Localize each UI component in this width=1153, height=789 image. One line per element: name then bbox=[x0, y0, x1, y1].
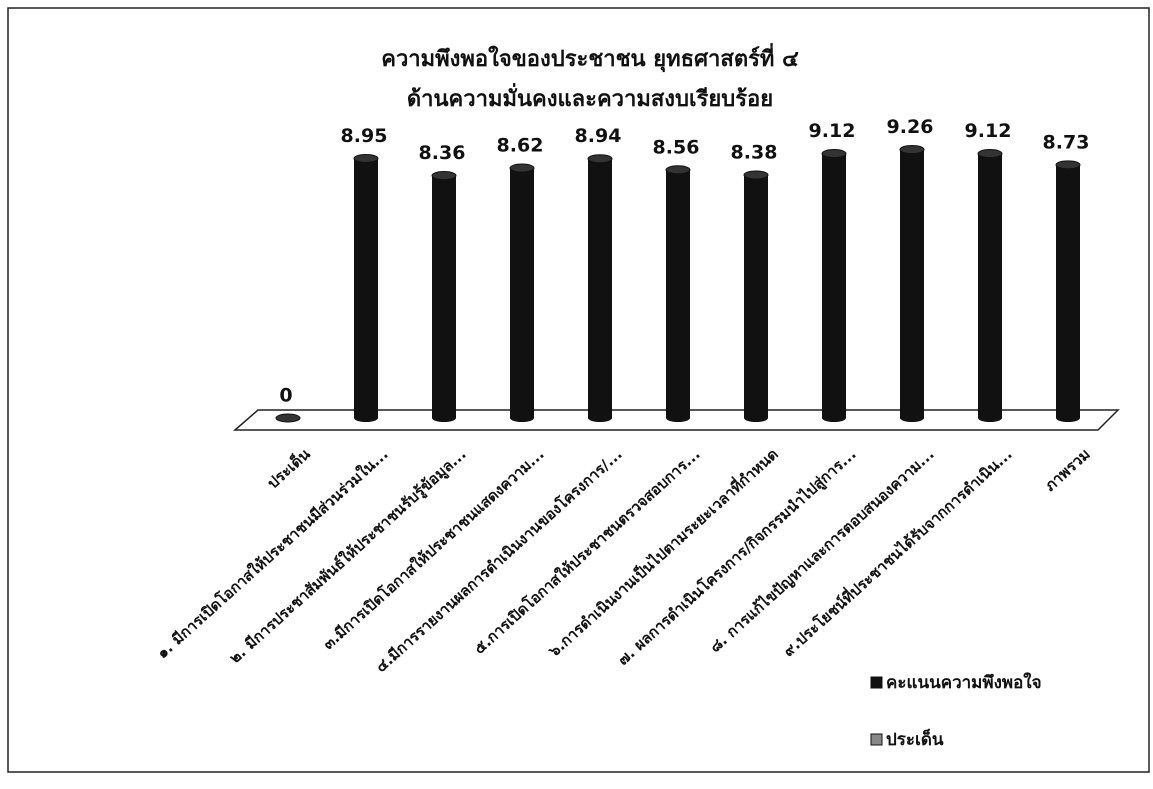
bar-base bbox=[354, 414, 378, 422]
bar-base bbox=[744, 414, 768, 422]
chart-subtitle: ด้านความมั่นคงและความสงบเรียบร้อย bbox=[407, 82, 773, 112]
bar bbox=[432, 175, 456, 418]
chart-title: ความพึงพอใจของประชาชน ยุทธศาสตร์ที่ ๔ bbox=[381, 42, 799, 73]
bar-top bbox=[743, 170, 769, 180]
value-label: 8.62 bbox=[497, 135, 544, 157]
value-label: 9.12 bbox=[965, 120, 1012, 142]
bar-base bbox=[666, 414, 690, 422]
legend-label: คะแนนความพึงพอใจ bbox=[886, 672, 1042, 693]
value-label: 9.12 bbox=[809, 120, 856, 142]
bar bbox=[510, 168, 534, 418]
x-tick-label: ประเด็น bbox=[263, 444, 314, 493]
bar-top bbox=[821, 149, 847, 159]
bar-top bbox=[665, 165, 691, 175]
legend-label: ประเด็น bbox=[886, 727, 944, 750]
bar-base bbox=[978, 414, 1002, 422]
bar-base bbox=[510, 414, 534, 422]
bar bbox=[822, 153, 846, 418]
value-label: 9.26 bbox=[887, 116, 934, 138]
value-label: 8.73 bbox=[1043, 131, 1090, 153]
legend-swatch bbox=[870, 733, 883, 746]
bar-top bbox=[509, 163, 535, 173]
value-label: 8.38 bbox=[731, 141, 778, 163]
value-label: 0 bbox=[279, 385, 292, 407]
bar-top bbox=[275, 413, 301, 423]
value-label: 8.94 bbox=[575, 125, 622, 147]
value-label: 8.95 bbox=[341, 125, 388, 147]
bar bbox=[666, 169, 690, 418]
legend-swatch bbox=[870, 676, 883, 689]
bar bbox=[900, 149, 924, 418]
x-tick-label: ภาพรวม bbox=[1041, 445, 1094, 495]
bar bbox=[588, 158, 612, 419]
bar bbox=[978, 153, 1002, 418]
chart-frame bbox=[7, 7, 1150, 773]
bar-top bbox=[899, 144, 925, 154]
bar bbox=[354, 158, 378, 418]
bar-top bbox=[1055, 160, 1081, 170]
bar-base bbox=[900, 414, 924, 422]
bar-base bbox=[1056, 414, 1080, 422]
bar-top bbox=[353, 153, 379, 163]
bar-top bbox=[431, 171, 457, 181]
bar-top bbox=[977, 149, 1003, 159]
value-label: 8.56 bbox=[653, 136, 700, 158]
bar bbox=[1056, 164, 1080, 418]
bar-top bbox=[587, 154, 613, 164]
bar bbox=[744, 174, 768, 418]
bar-base bbox=[588, 414, 612, 422]
bar-base bbox=[432, 414, 456, 422]
bar-base bbox=[822, 414, 846, 422]
value-label: 8.36 bbox=[419, 142, 466, 164]
